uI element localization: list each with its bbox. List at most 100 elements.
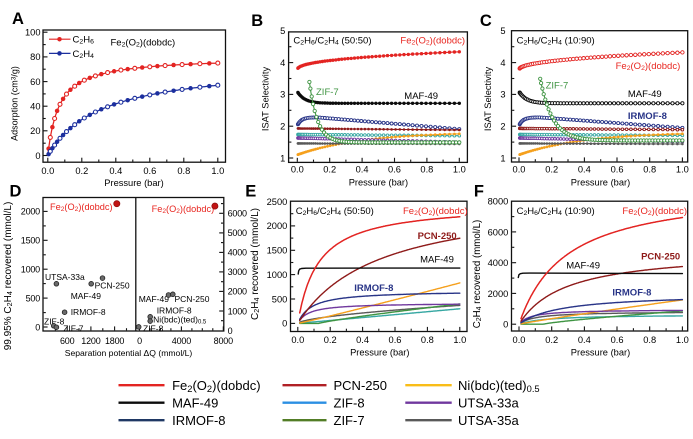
svg-text:ZIF-7: ZIF-7: [316, 87, 339, 98]
svg-text:500: 500: [272, 294, 288, 304]
svg-text:PCN-250: PCN-250: [418, 231, 457, 242]
svg-text:0.4: 0.4: [356, 335, 369, 345]
svg-text:0.0: 0.0: [513, 335, 526, 345]
svg-text:MAF-49: MAF-49: [172, 395, 218, 410]
svg-text:2: 2: [500, 122, 505, 132]
svg-text:1.0: 1.0: [676, 335, 689, 345]
svg-text:80: 80: [30, 52, 40, 62]
svg-text:C: C: [480, 12, 492, 30]
svg-text:1: 1: [280, 153, 285, 163]
svg-text:Pressure (bar): Pressure (bar): [350, 348, 409, 358]
svg-text:PCN-250: PCN-250: [334, 378, 387, 393]
svg-text:4: 4: [500, 58, 505, 68]
svg-text:IRMOF-8: IRMOF-8: [157, 306, 192, 316]
svg-text:MAF-49: MAF-49: [420, 255, 454, 266]
svg-text:1000: 1000: [228, 306, 247, 316]
svg-text:Separation potential ΔQ (mmol/: Separation potential ΔQ (mmol/L): [65, 348, 193, 358]
svg-text:0.6: 0.6: [389, 335, 402, 345]
svg-text:MAF-49: MAF-49: [404, 91, 438, 102]
svg-text:ZIF-7: ZIF-7: [334, 413, 365, 428]
svg-text:0.8: 0.8: [421, 335, 434, 345]
svg-text:PCN-250: PCN-250: [95, 281, 130, 291]
svg-text:0.0: 0.0: [513, 165, 526, 175]
svg-text:0.2: 0.2: [323, 165, 336, 175]
svg-text:6000: 6000: [228, 209, 247, 219]
svg-text:2000: 2000: [267, 221, 288, 231]
svg-text:IRMOF-8: IRMOF-8: [172, 413, 225, 428]
svg-text:0.6: 0.6: [143, 166, 156, 176]
svg-text:100: 100: [25, 28, 41, 38]
svg-text:Pressure (bar): Pressure (bar): [104, 178, 163, 188]
svg-text:Ni(bdc)(ted)0.5: Ni(bdc)(ted)0.5: [458, 378, 540, 394]
svg-text:1.0: 1.0: [453, 165, 466, 175]
svg-text:0.2: 0.2: [324, 335, 337, 345]
svg-text:1200: 1200: [81, 336, 100, 346]
svg-text:Fe2(O2)(dobdc): Fe2(O2)(dobdc): [622, 206, 687, 217]
svg-text:0.6: 0.6: [611, 335, 624, 345]
svg-text:Pressure (bar): Pressure (bar): [349, 178, 408, 188]
svg-text:A: A: [12, 10, 24, 28]
svg-text:5000: 5000: [228, 228, 247, 238]
svg-text:1000: 1000: [21, 265, 40, 275]
svg-text:C2H4 recovered (mmol/L): C2H4 recovered (mmol/L): [472, 220, 483, 328]
svg-text:1.0: 1.0: [676, 165, 689, 175]
svg-text:0.2: 0.2: [75, 166, 88, 176]
svg-text:2000: 2000: [228, 287, 247, 297]
svg-text:0.8: 0.8: [643, 165, 656, 175]
svg-text:8000: 8000: [214, 336, 233, 346]
svg-text:MAF-49: MAF-49: [139, 294, 170, 304]
svg-text:0: 0: [282, 319, 287, 329]
svg-text:40: 40: [30, 102, 40, 112]
svg-text:0.4: 0.4: [356, 165, 369, 175]
svg-text:ZIF-8: ZIF-8: [143, 323, 164, 333]
svg-text:Fe2(O2)(dobdc): Fe2(O2)(dobdc): [50, 202, 113, 213]
svg-text:0.0: 0.0: [291, 165, 304, 175]
svg-text:0: 0: [137, 336, 142, 346]
svg-text:C2H6/C2H4 (10:90): C2H6/C2H4 (10:90): [517, 206, 595, 217]
svg-text:0.4: 0.4: [578, 165, 591, 175]
svg-text:C2H6/C2H4 (10:90): C2H6/C2H4 (10:90): [517, 36, 595, 47]
svg-text:Fe2(O2)(dobdc): Fe2(O2)(dobdc): [403, 206, 468, 217]
svg-text:C2H6: C2H6: [73, 35, 95, 46]
svg-text:3: 3: [280, 90, 285, 100]
svg-text:PCN-250: PCN-250: [175, 294, 210, 304]
svg-text:C2H4 recovered (mmol/L): C2H4 recovered (mmol/L): [250, 208, 261, 320]
svg-text:Fe2(O2)(dobdc): Fe2(O2)(dobdc): [616, 61, 681, 72]
svg-text:D: D: [10, 183, 22, 201]
svg-text:1: 1: [500, 153, 505, 163]
svg-text:ZIF-8: ZIF-8: [334, 395, 365, 410]
svg-text:ISAT Selectivity: ISAT Selectivity: [483, 67, 493, 132]
svg-text:Fe2(O2)(dobdc): Fe2(O2)(dobdc): [152, 204, 215, 215]
svg-text:1500: 1500: [21, 236, 40, 246]
svg-text:C2H6/C2H4 (50:50): C2H6/C2H4 (50:50): [296, 206, 374, 217]
svg-text:5: 5: [500, 26, 505, 36]
svg-text:MAF-49: MAF-49: [566, 260, 600, 271]
svg-text:8000: 8000: [488, 197, 509, 207]
svg-text:C2H6/C2H4 (50:50): C2H6/C2H4 (50:50): [293, 36, 371, 47]
svg-text:0.4: 0.4: [109, 166, 122, 176]
svg-text:IRMOF-8: IRMOF-8: [71, 307, 106, 317]
svg-text:1.0: 1.0: [453, 335, 466, 345]
svg-text:20: 20: [30, 126, 40, 136]
svg-text:Pressure (bar): Pressure (bar): [571, 348, 630, 358]
svg-text:1500: 1500: [267, 246, 288, 256]
svg-text:0.6: 0.6: [611, 165, 624, 175]
svg-text:C2H4: C2H4: [73, 49, 95, 60]
svg-text:Fe2(O2)(dobdc): Fe2(O2)(dobdc): [400, 36, 465, 47]
svg-text:6000: 6000: [488, 227, 509, 237]
svg-text:0.0: 0.0: [291, 335, 304, 345]
svg-text:UTSA-35a: UTSA-35a: [458, 413, 519, 428]
svg-text:Fe2(O2)(dobdc): Fe2(O2)(dobdc): [111, 37, 176, 48]
svg-text:Fe2(O2)(dobdc): Fe2(O2)(dobdc): [172, 378, 260, 394]
svg-text:B: B: [251, 12, 263, 30]
svg-text:4000: 4000: [488, 258, 509, 268]
svg-text:0: 0: [35, 322, 40, 332]
svg-text:IRMOF-8: IRMOF-8: [354, 283, 393, 294]
svg-text:500: 500: [26, 293, 41, 303]
svg-text:F: F: [474, 183, 484, 201]
svg-text:ISAT Selectivity: ISAT Selectivity: [261, 67, 271, 132]
svg-text:5: 5: [280, 26, 285, 36]
svg-text:2500: 2500: [267, 197, 288, 207]
svg-text:3: 3: [500, 90, 505, 100]
svg-text:Adsorption (cm3/g): Adsorption (cm3/g): [10, 66, 20, 141]
